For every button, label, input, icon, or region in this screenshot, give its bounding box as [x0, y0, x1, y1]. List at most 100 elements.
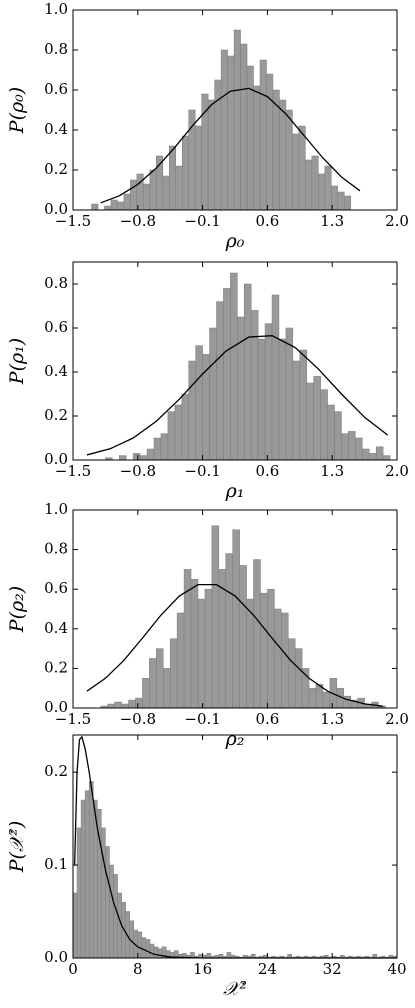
x-tick-label: −0.1: [184, 212, 220, 230]
x-tick-label: 1.3: [320, 710, 344, 728]
bar: [169, 638, 178, 709]
x-axis-label: ρ₁: [225, 480, 245, 502]
x-tick-label: 8: [133, 960, 143, 978]
bar: [305, 159, 313, 211]
bar: [109, 864, 114, 959]
x-tick-label: 2.0: [385, 710, 409, 728]
bar: [149, 169, 157, 211]
bar: [80, 799, 86, 959]
bar: [149, 943, 155, 959]
x-tick-label: −0.8: [120, 212, 156, 230]
bar: [107, 703, 115, 709]
bar: [230, 272, 238, 461]
bar: [343, 195, 351, 211]
y-tick-label: 1.0: [44, 500, 68, 518]
bar: [105, 846, 110, 959]
x-tick-label: −0.8: [120, 710, 156, 728]
x-tick-label: 2.0: [385, 462, 409, 480]
bar: [176, 612, 185, 709]
bar: [227, 55, 235, 211]
y-tick-label: 0.0: [44, 200, 68, 218]
bar: [348, 431, 356, 461]
bar: [175, 165, 183, 211]
fit-curve: [100, 87, 361, 204]
x-tick-label: −1.5: [55, 212, 91, 230]
y-tick-label: 1.0: [44, 0, 68, 18]
y-axis-label: P(ρ₀): [6, 87, 28, 134]
bar: [128, 699, 136, 709]
bar: [153, 946, 159, 959]
bar: [355, 437, 363, 461]
bar: [153, 437, 162, 461]
bar: [281, 612, 289, 709]
bar: [368, 453, 377, 461]
bar: [327, 404, 335, 461]
bar: [292, 133, 300, 211]
bar: [76, 827, 82, 959]
bar: [163, 668, 171, 709]
bar: [190, 579, 199, 709]
axes-frame: [72, 734, 398, 959]
y-tick-label: 0.2: [44, 160, 68, 178]
bar: [119, 455, 127, 461]
bar: [225, 553, 233, 709]
bar: [209, 327, 217, 461]
x-axis-label: ρ₀: [225, 230, 245, 252]
bar: [206, 953, 211, 959]
y-tick-label: 0.6: [44, 80, 68, 98]
x-tick-label: −1.5: [55, 462, 91, 480]
y-tick-label: 0.0: [44, 450, 68, 468]
bar: [375, 446, 384, 461]
bar: [101, 827, 106, 959]
bar: [145, 939, 151, 959]
bar: [194, 125, 202, 211]
axes-frame: [72, 261, 398, 461]
bar: [197, 598, 206, 709]
axes-frame: [72, 509, 398, 709]
bar: [223, 288, 231, 461]
bar: [157, 948, 163, 959]
bar: [110, 199, 118, 211]
bar: [84, 790, 90, 959]
x-tick-label: 32: [323, 960, 342, 978]
x-tick-label: 2.0: [385, 212, 409, 230]
y-tick-label: 0.8: [44, 540, 68, 558]
bar: [322, 691, 331, 709]
bar: [121, 703, 129, 709]
x-tick-label: 1.3: [320, 462, 344, 480]
bar: [237, 316, 245, 461]
bar: [141, 937, 147, 959]
bar: [320, 389, 328, 461]
y-tick-label: 0.6: [44, 318, 68, 336]
bar: [306, 382, 314, 461]
bar: [188, 109, 196, 211]
bar: [264, 323, 273, 461]
bar: [91, 203, 99, 211]
bar: [169, 145, 177, 211]
bar: [72, 892, 78, 959]
bar: [292, 360, 301, 461]
y-tick-label: 0.0: [44, 948, 68, 966]
bar: [156, 648, 164, 709]
bar: [143, 183, 151, 211]
y-tick-label: 0.4: [44, 619, 68, 637]
bar: [181, 135, 189, 211]
bar: [337, 191, 345, 211]
bar: [146, 448, 155, 461]
bar: [132, 453, 141, 461]
bar: [313, 376, 321, 461]
bar: [257, 338, 266, 461]
bar: [274, 608, 282, 709]
y-tick-label: 0.1: [44, 855, 68, 873]
bar: [232, 529, 240, 709]
bar: [207, 99, 215, 211]
y-tick-label: 0.2: [44, 658, 68, 676]
bar: [267, 588, 275, 709]
bar: [279, 99, 287, 211]
bar: [324, 165, 332, 211]
bar: [167, 411, 176, 461]
bar: [362, 448, 370, 461]
bar: [343, 695, 351, 709]
x-tick-label: 40: [387, 960, 406, 978]
